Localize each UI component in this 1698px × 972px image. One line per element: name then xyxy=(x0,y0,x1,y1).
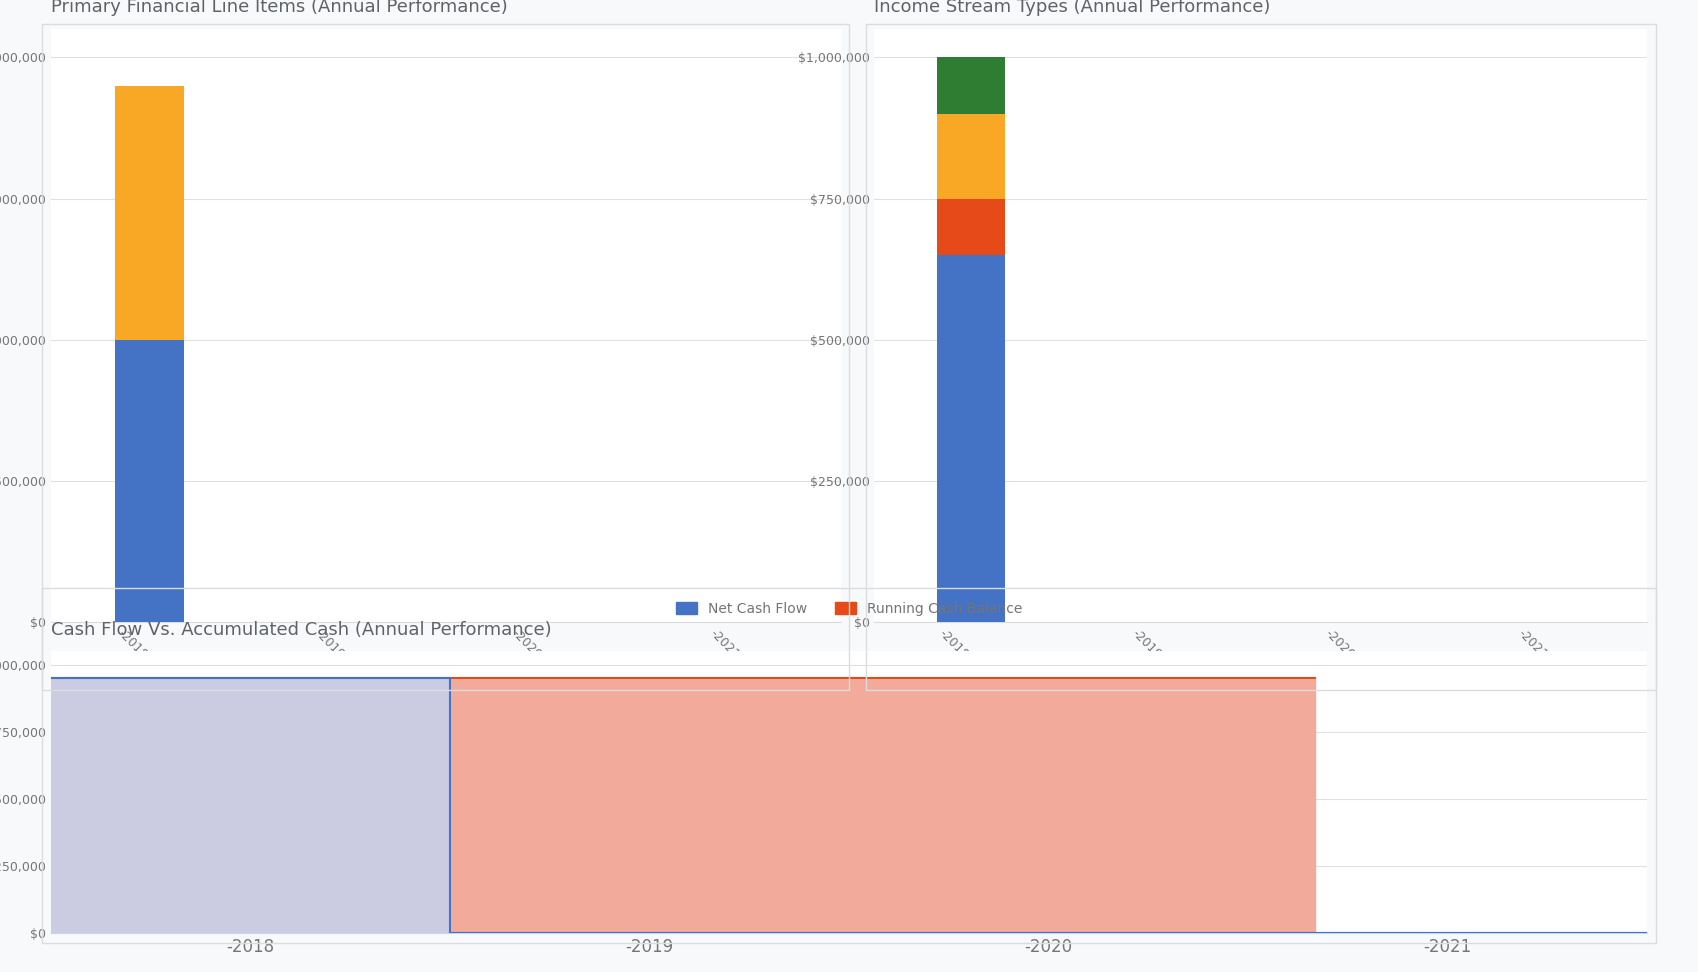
Text: Income Stream Types (Annual Performance): Income Stream Types (Annual Performance) xyxy=(874,0,1270,17)
Legend: Net Cash Flow, Running Cash Balance: Net Cash Flow, Running Cash Balance xyxy=(671,596,1027,621)
Legend: Stream 4, Stream 3, Stream 2, Subscription Revenue: Stream 4, Stream 3, Stream 2, Subscripti… xyxy=(968,676,1476,699)
Text: Cash Flow Vs. Accumulated Cash (Annual Performance): Cash Flow Vs. Accumulated Cash (Annual P… xyxy=(51,620,552,639)
Bar xyxy=(115,340,183,622)
Bar xyxy=(937,198,1005,255)
Bar xyxy=(937,114,1005,198)
Bar xyxy=(937,57,1005,114)
Bar xyxy=(115,86,183,340)
Text: Primary Financial Line Items (Annual Performance): Primary Financial Line Items (Annual Per… xyxy=(51,0,508,17)
Legend: EBITDA, Total Expense Items, Total Income: EBITDA, Total Expense Items, Total Incom… xyxy=(153,676,548,699)
Bar xyxy=(937,255,1005,622)
